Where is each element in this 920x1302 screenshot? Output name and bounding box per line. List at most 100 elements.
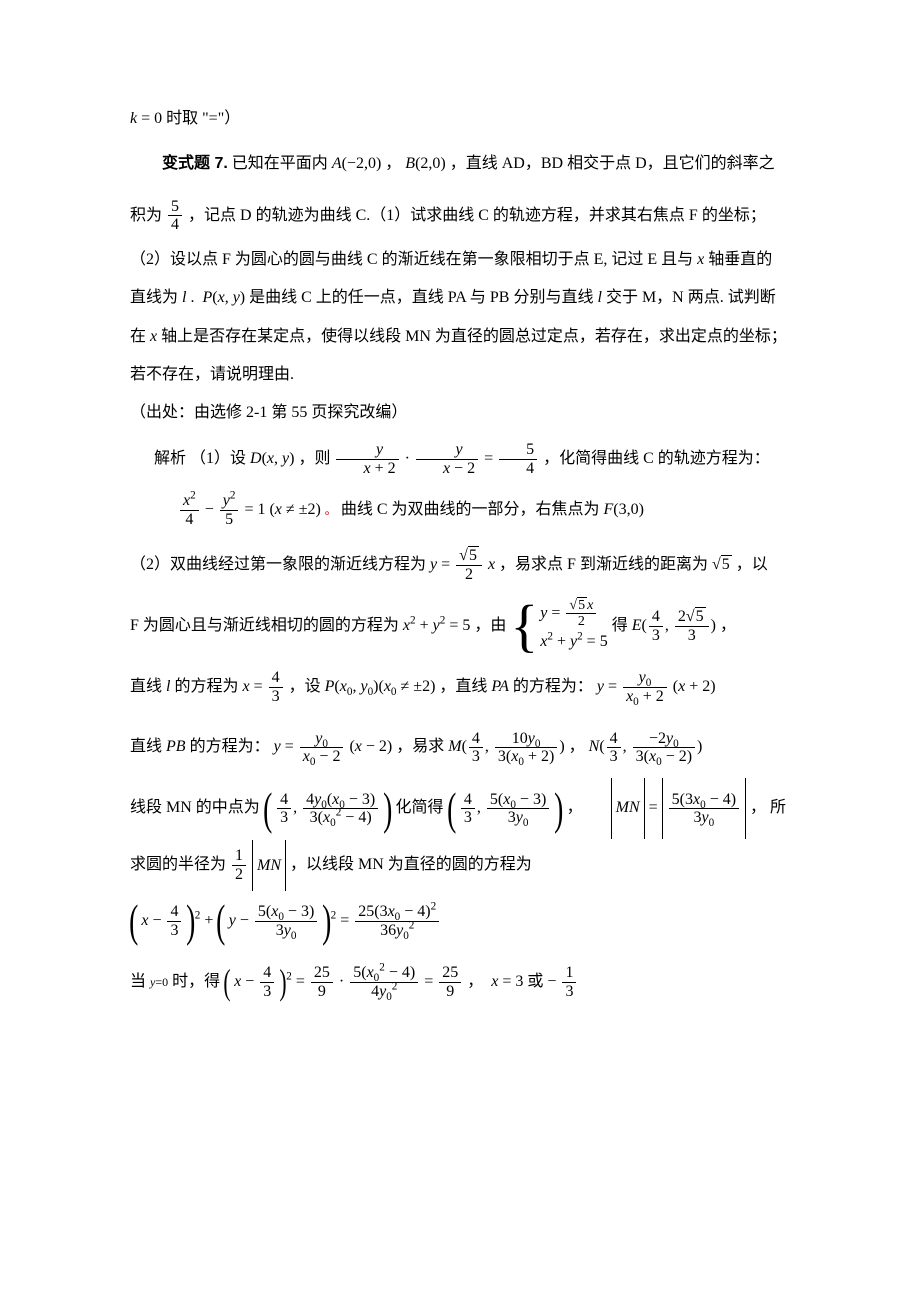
MN-abs-l: MN (611, 778, 645, 839)
mid-x2: 43 (461, 791, 475, 827)
PA: PA (491, 678, 508, 695)
PB-tail: (x − 2) (349, 738, 392, 755)
document-page: k = 0 时取 "="） 变式题 7. 已知在平面内 A(−2,0) ， B(… (0, 0, 920, 1302)
N-point: N(43, −2y03(x0 − 2)) (589, 738, 703, 755)
frac-PB: y0 x0 − 2 (300, 730, 344, 766)
sol-p4: F 为圆心且与渐近线相切的圆的方程为 x2 + y2 = 5 ，由 { y = … (130, 596, 800, 657)
sol-p1: 解析 （1）设 D(x, y) ，则 y x + 2 · y x − 2 = 5… (130, 433, 800, 484)
frac-43: 43 (269, 669, 283, 705)
sol-t2: ，化简得曲线 C 的轨迹方程为： (543, 450, 770, 467)
lead-text: 时取 "="） (166, 110, 240, 127)
p10-t3: ， (467, 973, 483, 990)
sol-p7: 线段 MN 的中点为 ( 43, 4y0(x0 − 3) 3(x02 − 4) … (130, 778, 800, 839)
sol-p10: 当 y=0 时，得 ( x − 43 )2 = 259 · 5(x02 − 4)… (130, 952, 800, 1013)
line-PB: y = (274, 738, 298, 755)
PB: PB (166, 738, 186, 755)
p4-t4: ， (720, 617, 736, 634)
p-text6: （2）设以点 F 为圆心的圆与曲线 C 的渐近线在第一象限相切于点 E, 记过 … (130, 251, 693, 268)
frac-sqrt5-2: √5 2 (456, 547, 482, 583)
l-var3: l (166, 678, 170, 695)
y0-cond: y=0 (150, 975, 168, 989)
sol-p3: （2）双曲线经过第一象限的渐近线方程为 y = √5 2 x ，易求点 F 到渐… (130, 535, 800, 596)
system: { y = √5x 2 x2 + y2 = 5 (510, 597, 607, 655)
mid-y1: 4y0(x0 − 3) 3(x02 − 4) (303, 791, 378, 827)
p6-t1: 直线 (130, 738, 162, 755)
x-var2: x (150, 328, 157, 345)
p4-t2: ，由 (474, 617, 506, 634)
p-text4: 积为 (130, 207, 162, 224)
red-dot: 。 (325, 503, 337, 517)
p10-t1: 当 (130, 973, 146, 990)
frac-PA: y0 x0 + 2 (623, 669, 667, 705)
sol-p6: 直线 PB 的方程为： y = y0 x0 − 2 (x − 2) ，易求 M(… (130, 717, 800, 778)
sol-label: 解析 （1）设 (154, 450, 246, 467)
p-text9: . (190, 289, 194, 306)
p-text1: 已知在平面内 (232, 155, 328, 172)
D-xy: D(x, y) (250, 450, 294, 467)
problem-line3: （2）设以点 F 为圆心的圆与曲线 C 的渐近线在第一象限相切于点 E, 记过 … (130, 241, 800, 279)
sys-line1: y = √5x 2 (540, 598, 607, 630)
rhs-frac: 25(3x0 − 4)2 36y02 (355, 903, 439, 939)
problem-line2: 积为 5 4 ，记点 D 的轨迹为曲线 C.（1）试求曲线 C 的轨迹方程，并求… (130, 190, 800, 241)
p7-t1: 线段 MN 的中点为 (130, 799, 260, 816)
sol-p8: 求圆的半径为 12 MN ，以线段 MN 为直径的圆的方程为 (130, 839, 800, 891)
frac-x24: x2 4 (180, 492, 199, 528)
hyperbola-rhs: = 1 (x ≠ ±2) (244, 501, 320, 518)
asymptote: y = (430, 556, 454, 573)
problem-label: 变式题 7. (162, 155, 228, 172)
PA-tail: (x + 2) (673, 678, 716, 695)
p7-t4: ， 所 (750, 799, 786, 816)
P-x0y0: P(x0, y0)(x0 ≠ ±2) (325, 678, 436, 695)
point-A: A(−2,0) (332, 155, 381, 172)
mid-y2: 5(x0 − 3) 3y0 (487, 791, 549, 827)
p3-t2: ，易求点 F 到渐近线的距离为 (499, 556, 708, 573)
sys-line2: x2 + y2 = 5 (540, 629, 607, 655)
lead-line: k = 0 时取 "="） (130, 100, 800, 138)
p7-t3: ， (567, 799, 583, 816)
p-text2: ， (385, 155, 401, 172)
sol-p2-text: 曲线 C 为双曲线的一部分，右焦点为 (341, 501, 600, 518)
p-text5: ，记点 D 的轨迹为曲线 C.（1）试求曲线 C 的轨迹方程，并求其右焦点 F … (188, 207, 766, 224)
sol-p2: x2 4 − y2 5 = 1 (x ≠ ±2) 。 曲线 C 为双曲线的一部分… (130, 484, 800, 535)
MN-abs2: MN (252, 840, 286, 891)
mid-x: 43 (277, 791, 291, 827)
l-var: l (182, 289, 186, 306)
problem-source: （出处：由选修 2-1 第 55 页探究改编） (130, 394, 800, 432)
p5-t2: 的方程为 (174, 678, 238, 695)
p8-t1: 求圆的半径为 (130, 856, 226, 873)
frac-half: 12 (232, 847, 246, 883)
p4-t3: 得 (612, 617, 628, 634)
asymptote-x: x (488, 556, 495, 573)
p5-t1: 直线 (130, 678, 162, 695)
p-text3: ，直线 AD，BD 相交于点 D，且它们的斜率之 (450, 155, 775, 172)
sol-p5: 直线 l 的方程为 x = 43 ，设 P(x0, y0)(x0 ≠ ±2) ，… (130, 657, 800, 718)
frac-54: 5 4 (499, 441, 537, 477)
problem-line4: 直线为 l . P(x, y) 是曲线 C 上的任一点，直线 PA 与 PB 分… (130, 279, 800, 317)
p5-t4: ，直线 (439, 678, 487, 695)
eq-sign: = (484, 450, 497, 467)
line-l: x = (242, 678, 266, 695)
problem-line1: 变式题 7. 已知在平面内 A(−2,0) ， B(2,0) ，直线 AD，BD… (130, 138, 800, 189)
MN-abs-r: 5(3x0 − 4) 3y0 (662, 778, 746, 839)
p3-t3: ，以 (736, 556, 768, 573)
p-text8: 直线为 (130, 289, 178, 306)
p5-t3: ，设 (289, 678, 321, 695)
p-text12: 在 (130, 328, 146, 345)
frac-y-xp2: y x + 2 (336, 441, 398, 477)
p-text13: 轴上是否存在某定点，使得以线段 MN 为直径的圆总过定点，若存在，求出定点的坐标… (161, 328, 787, 345)
p3-t1: （2）双曲线经过第一象限的渐近线方程为 (130, 556, 426, 573)
p-text7: 轴垂直的 (708, 251, 772, 268)
l-var2: l (597, 289, 601, 306)
dot: · (405, 450, 414, 467)
slope-product: 5 4 (168, 198, 182, 234)
circle-eq: x2 + y2 = 5 (403, 617, 470, 634)
E-point: E(43, 2√53) (632, 617, 716, 634)
p-text14: 若不存在，请说明理由. (130, 366, 294, 383)
frac-y-xm2: y x − 2 (416, 441, 478, 477)
problem-line5: 在 x 轴上是否存在某定点，使得以线段 MN 为直径的圆总过定点，若存在，求出定… (130, 318, 800, 356)
math-k0: k = 0 (130, 110, 162, 127)
focus-F: F(3,0) (604, 501, 644, 518)
point-B: B(2,0) (405, 155, 445, 172)
M-point: M(43, 10y03(x0 + 2)) (448, 738, 564, 755)
line-PA: y = (597, 678, 621, 695)
